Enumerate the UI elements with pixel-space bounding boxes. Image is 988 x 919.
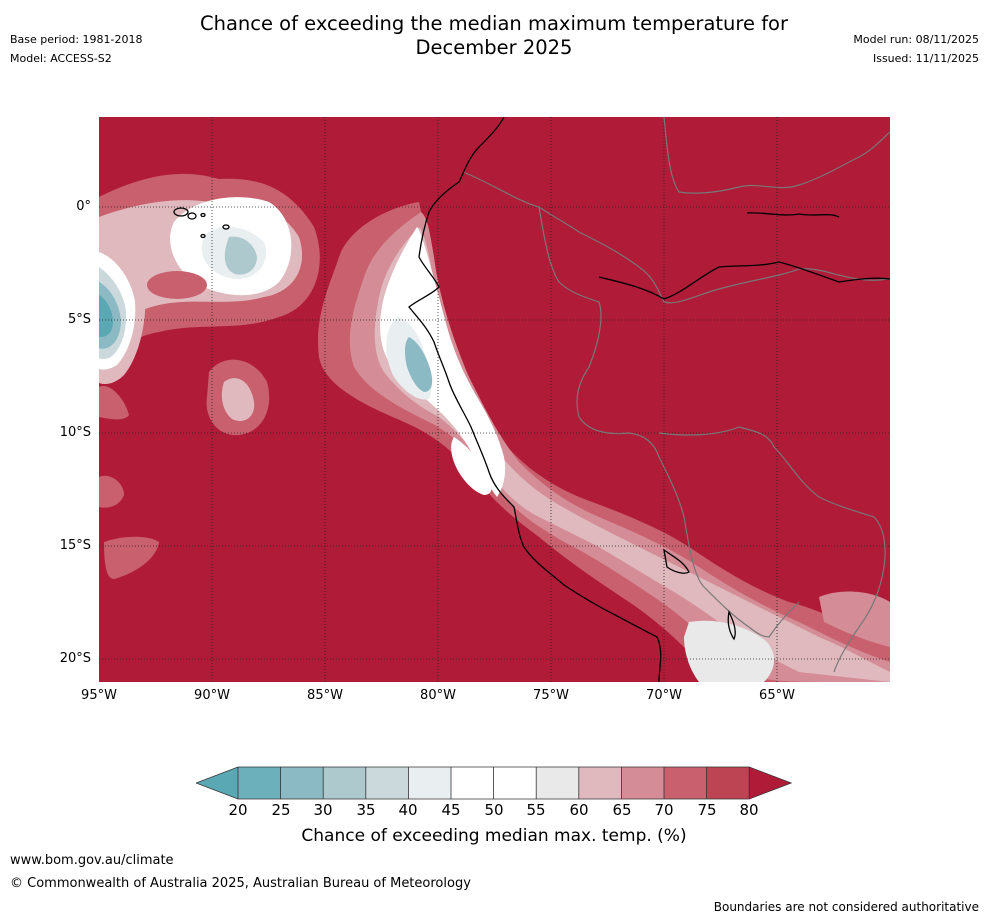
- colorbar-tick: 70: [654, 801, 674, 819]
- coastal-anomaly-band: [318, 202, 890, 682]
- lon-label: 70°W: [646, 688, 682, 703]
- colorbar-tick: 40: [398, 801, 418, 819]
- colorbar-tick: 80: [739, 801, 759, 819]
- lon-label: 95°W: [81, 688, 117, 703]
- colorbar-swatch: [493, 767, 537, 799]
- western-cool-anomaly: [99, 237, 146, 385]
- colorbar-extend-high: [749, 767, 792, 799]
- lat-label: 15°S: [59, 538, 91, 553]
- lon-label: 90°W: [194, 688, 230, 703]
- lon-label: 85°W: [307, 688, 343, 703]
- website-link[interactable]: www.bom.gov.au/climate: [10, 853, 174, 868]
- lon-label: 75°W: [533, 688, 569, 703]
- southern-neutral-patch: [684, 620, 775, 682]
- colorbar-tick: 35: [356, 801, 376, 819]
- chart-title-line1: Chance of exceeding the median maximum t…: [199, 12, 789, 35]
- lon-label: 80°W: [420, 688, 456, 703]
- colorbar-tick: 25: [271, 801, 291, 819]
- lat-label: 0°: [76, 199, 91, 214]
- colorbar-tick: 30: [313, 801, 333, 819]
- colorbar-label: Chance of exceeding median max. temp. (%…: [301, 826, 687, 846]
- colorbar-tick: 75: [697, 801, 717, 819]
- warm-blob-5: [104, 536, 159, 579]
- colorbar-swatch: [664, 767, 708, 799]
- base-period: Base period: 1981-2018: [10, 33, 143, 46]
- model-run: Model run: 08/11/2025: [853, 33, 979, 46]
- colorbar: [196, 766, 793, 800]
- colorbar-tick: 55: [526, 801, 546, 819]
- colorbar-swatch: [578, 767, 622, 799]
- lat-label: 20°S: [59, 651, 91, 666]
- galapagos-warm-anomaly: [99, 173, 320, 367]
- forecast-map: [99, 117, 890, 682]
- warm-blob-4: [99, 475, 124, 508]
- colorbar-tick: 45: [441, 801, 461, 819]
- colorbar-tick: 65: [612, 801, 632, 819]
- colorbar-swatch: [621, 767, 665, 799]
- lat-label: 10°S: [59, 425, 91, 440]
- colorbar-tick: 50: [484, 801, 504, 819]
- colorbar-swatch: [408, 767, 452, 799]
- colorbar-swatch: [536, 767, 580, 799]
- lon-label: 65°W: [759, 688, 795, 703]
- colorbar-swatch: [451, 767, 495, 799]
- copyright-notice: © Commonwealth of Australia 2025, Austra…: [10, 876, 471, 891]
- colorbar-swatch: [323, 767, 367, 799]
- colorbar-tick: 60: [569, 801, 589, 819]
- warm-blob-2: [221, 378, 255, 422]
- model-name: Model: ACCESS-S2: [10, 52, 112, 65]
- graticule: [99, 117, 890, 682]
- warm-blob-3: [99, 386, 129, 420]
- colorbar-swatch: [280, 767, 324, 799]
- colorbar-swatch: [365, 767, 409, 799]
- colorbar-swatch: [706, 767, 750, 799]
- lat-label: 5°S: [67, 312, 91, 327]
- colorbar-extend-low: [196, 767, 238, 799]
- colorbar-tick: 20: [228, 801, 248, 819]
- coastline: [173, 117, 890, 682]
- boundary-disclaimer: Boundaries are not considered authoritat…: [713, 900, 979, 914]
- chart-title: Chance of exceeding the median maximum t…: [0, 12, 988, 60]
- issued-date: Issued: 11/11/2025: [872, 52, 979, 65]
- colorbar-swatch: [238, 767, 282, 799]
- country-borders: [462, 117, 890, 673]
- chart-title-line2: December 2025: [415, 36, 573, 59]
